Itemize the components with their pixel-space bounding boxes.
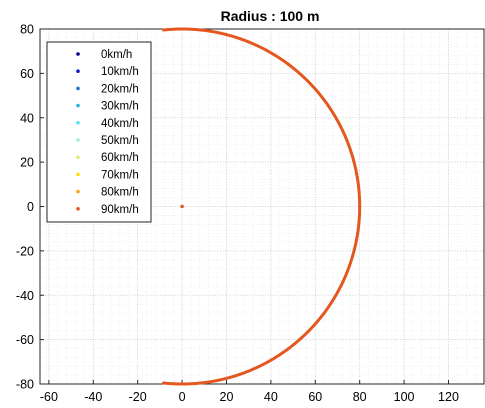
plot-area: -60 -40 -20 0 20 40 60 80 100 120 80 60 40 20 0 -20 -40 -… [16,23,485,404]
legend-label: 10km/h [101,66,139,78]
x-tick-label: -60 [40,390,58,404]
x-tick-label: -20 [129,390,147,404]
x-tick-label: 100 [394,390,415,404]
y-tick-label: -80 [16,378,34,392]
legend-marker [76,121,80,125]
legend-box [46,41,152,223]
y-tick-label: -40 [16,289,34,303]
legend-label: 80km/h [101,187,139,199]
legend-label: 90km/h [101,204,139,216]
x-tick-label: -40 [84,390,102,404]
x-tick-label: 0 [179,390,186,404]
legend-label: 0km/h [101,49,132,61]
x-tick-label: 20 [220,390,234,404]
legend-label: 50km/h [101,135,139,147]
legend-marker [76,189,80,194]
legend-marker [76,172,80,177]
legend-label: 40km/h [101,118,139,130]
legend-label: 30km/h [101,101,139,113]
series-arc-90km/h [162,27,362,386]
legend-label: 70km/h [101,169,139,181]
legend-marker [76,155,80,159]
legend-label: 60km/h [101,152,139,164]
legend-marker [76,138,80,142]
legend-marker [76,69,80,73]
y-tick-label: -60 [16,333,34,347]
y-tick-label: 20 [20,156,34,170]
x-tick-label: 40 [264,390,278,404]
chart-title: Radius : 100 m [221,8,320,24]
x-tick-label: 120 [438,390,459,404]
y-tick-label: -20 [16,244,34,258]
legend-marker [76,103,80,108]
legend-marker [76,207,80,211]
y-tick-label: 80 [20,23,34,37]
legend-marker [76,52,80,56]
x-tick-label: 60 [308,390,322,404]
data-point-90km/h [180,204,184,209]
y-tick-label: 40 [20,111,34,125]
y-tick-label: 60 [20,67,34,81]
legend-marker [76,86,80,91]
x-tick-label: 80 [353,390,367,404]
y-tick-label: 0 [27,200,34,214]
legend-label: 20km/h [101,83,139,95]
